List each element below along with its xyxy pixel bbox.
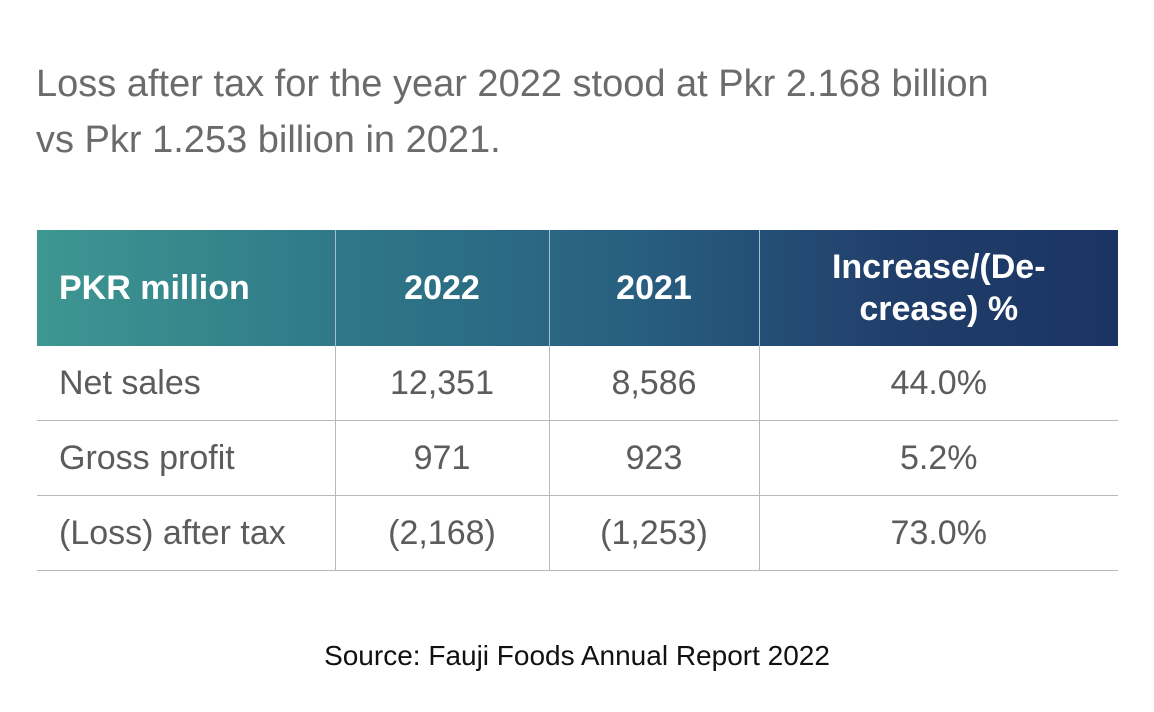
cell-value: 971: [334, 420, 549, 496]
financial-table: PKR million 2022 2021 Increase/(De-creas…: [37, 230, 1118, 571]
header-cell-2022: 2022: [334, 230, 549, 346]
table-row: Gross profit 971 923 5.2%: [37, 420, 1118, 496]
headline-line-1: Loss after tax for the year 2022 stood a…: [36, 63, 989, 105]
table-header-row: PKR million 2022 2021 Increase/(De-creas…: [37, 230, 1118, 346]
cell-value: 12,351: [334, 346, 549, 421]
row-label: Net sales: [37, 346, 335, 421]
cell-value: (2,168): [334, 495, 549, 571]
header-cell-2021: 2021: [548, 230, 759, 346]
row-label: Gross profit: [37, 420, 335, 496]
cell-value: 923: [548, 420, 759, 496]
cell-value: 5.2%: [758, 420, 1118, 496]
header-cell-unit: PKR million: [59, 269, 250, 307]
table-row: (Loss) after tax (2,168) (1,253) 73.0%: [37, 495, 1118, 571]
header-cell-change: Increase/(De-crease) %: [758, 230, 1118, 346]
cell-value: 8,586: [548, 346, 759, 421]
cell-value: 44.0%: [758, 346, 1118, 421]
headline-line-2: vs Pkr 1.253 billion in 2021.: [36, 119, 501, 161]
cell-value: 73.0%: [758, 495, 1118, 571]
headline: Loss after tax for the year 2022 stood a…: [36, 56, 1116, 168]
table-row: Net sales 12,351 8,586 44.0%: [37, 346, 1118, 421]
cell-value: (1,253): [548, 495, 759, 571]
source-note: Source: Fauji Foods Annual Report 2022: [324, 640, 830, 671]
row-label: (Loss) after tax: [37, 495, 335, 571]
